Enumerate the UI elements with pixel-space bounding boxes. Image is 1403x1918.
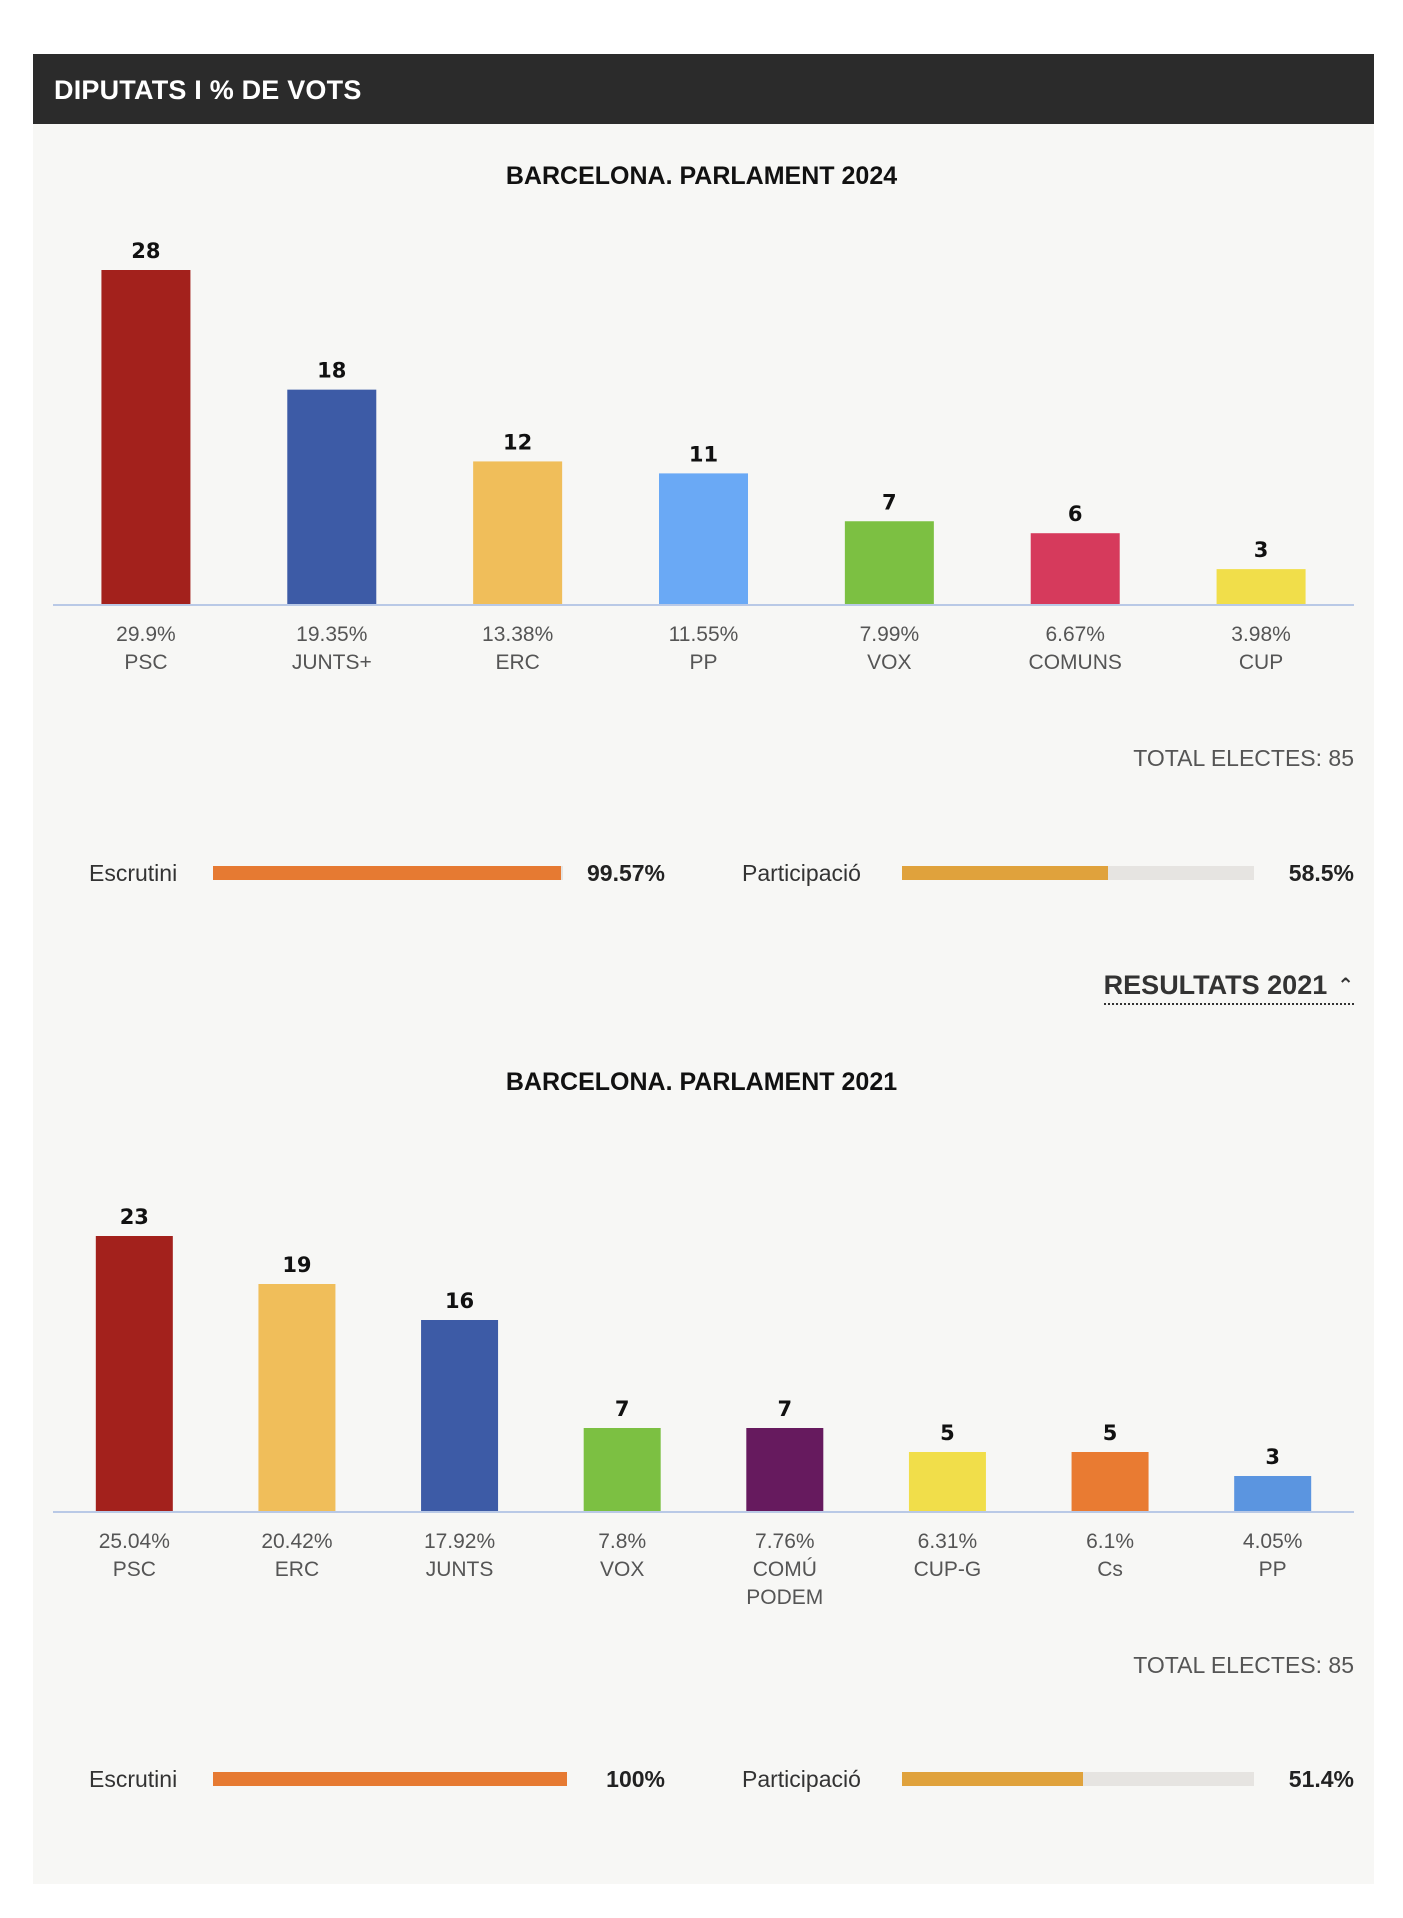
bar-erc[interactable]	[258, 1284, 336, 1512]
bar-cup[interactable]	[1216, 569, 1306, 605]
party-name-label: Cs	[1097, 1558, 1123, 1581]
bar-pp[interactable]	[1234, 1476, 1312, 1512]
bar-vox[interactable]	[844, 521, 934, 605]
escrutini-label-2021: Escrutini	[89, 1766, 178, 1792]
participacio-value-2024: 58.5%	[1288, 860, 1354, 886]
seat-count-label: 19	[282, 1253, 311, 1277]
vote-percent-label: 20.42%	[261, 1530, 332, 1553]
escrutini-value-2024: 99.57%	[586, 860, 665, 886]
escrutini-bar-2021	[213, 1772, 567, 1786]
seat-count-label: 16	[445, 1289, 474, 1313]
party-name-label: ERC	[275, 1558, 319, 1581]
party-name-label: COMÚ	[753, 1558, 817, 1581]
bar-cs[interactable]	[1071, 1452, 1149, 1512]
participacio-fill-2024	[902, 866, 1108, 880]
escrutini-fill-2024	[213, 866, 562, 880]
vote-percent-label: 29.9%	[116, 623, 176, 646]
vote-percent-label: 25.04%	[99, 1530, 170, 1553]
seat-count-label: 3	[1254, 538, 1269, 562]
toggle-label: RESULTATS 2021	[1103, 970, 1328, 1000]
participacio-value-2021: 51.4%	[1288, 1766, 1354, 1792]
bar-erc[interactable]	[473, 461, 563, 605]
chart-title-2021: BARCELONA. PARLAMENT 2021	[505, 1068, 898, 1096]
vote-percent-label: 13.38%	[482, 623, 553, 646]
seat-count-label: 23	[120, 1205, 149, 1229]
bar-com-podem[interactable]	[746, 1428, 824, 1512]
vote-percent-label: 17.92%	[424, 1530, 495, 1553]
seat-count-label: 11	[689, 442, 718, 466]
header-title: DIPUTATS I % DE VOTS	[54, 75, 362, 105]
participacio-fill-2021	[902, 1772, 1083, 1786]
bar-junts-[interactable]	[287, 389, 377, 605]
seat-count-label: 28	[131, 239, 160, 263]
party-name-label: CUP-G	[914, 1558, 982, 1581]
participacio-label-2024: Participació	[742, 860, 861, 886]
vote-percent-label: 7.99%	[860, 623, 920, 646]
resultats-2021-toggle[interactable]: RESULTATS 2021 ⌃	[1103, 970, 1354, 1005]
participacio-bar-2024	[902, 866, 1254, 880]
seat-count-label: 7	[882, 490, 897, 514]
party-name-label: PSC	[124, 651, 167, 674]
bar-pp[interactable]	[659, 473, 748, 605]
escrutini-value-2021: 100%	[606, 1766, 665, 1792]
vote-percent-label: 7.76%	[755, 1530, 815, 1553]
participacio-label-2021: Participació	[742, 1766, 861, 1792]
total-electes-2024: TOTAL ELECTES: 85	[1133, 745, 1354, 771]
seat-count-label: 5	[940, 1421, 955, 1445]
bar-comuns[interactable]	[1030, 533, 1120, 605]
seat-count-label: 7	[615, 1397, 630, 1421]
seat-count-label: 7	[778, 1397, 793, 1421]
party-name-label: JUNTS	[426, 1558, 494, 1581]
chart-title-2024: BARCELONA. PARLAMENT 2024	[505, 162, 898, 190]
bar-junts[interactable]	[421, 1320, 499, 1512]
vote-percent-label: 7.8%	[598, 1530, 646, 1553]
party-name-label: PP	[1259, 1558, 1287, 1581]
party-name-label: PODEM	[746, 1586, 823, 1609]
party-name-label: JUNTS+	[292, 651, 372, 674]
seat-count-label: 12	[503, 430, 532, 454]
party-name-label: VOX	[600, 1558, 644, 1581]
escrutini-fill-2021	[213, 1772, 567, 1786]
chevron-up-icon: ⌃	[1337, 975, 1354, 997]
seat-count-label: 5	[1103, 1421, 1118, 1445]
party-name-label: ERC	[495, 651, 539, 674]
bar-psc[interactable]	[95, 1236, 173, 1512]
escrutini-bar-2024	[213, 866, 563, 880]
bar-chart-2021: 23 25.04% PSC 19 20.42% ERC 16 17.92% JUNTS 7 7.8%…	[53, 1205, 1354, 1609]
bar-vox[interactable]	[583, 1428, 661, 1512]
header-bar: DIPUTATS I % DE VOTS	[33, 54, 1374, 124]
party-name-label: PSC	[113, 1558, 156, 1581]
party-name-label: VOX	[867, 651, 911, 674]
escrutini-label-2024: Escrutini	[89, 860, 178, 886]
party-name-label: COMUNS	[1029, 651, 1122, 674]
bar-psc[interactable]	[101, 270, 191, 605]
participacio-bar-2021	[902, 1772, 1254, 1786]
total-electes-2021: TOTAL ELECTES: 85	[1133, 1652, 1354, 1678]
bar-chart-2024: 28 29.9% PSC 18 19.35% JUNTS+ 12 13.38% ERC 11 11.…	[53, 239, 1354, 674]
vote-percent-label: 3.98%	[1231, 623, 1291, 646]
seat-count-label: 6	[1068, 502, 1083, 526]
vote-percent-label: 19.35%	[296, 623, 367, 646]
vote-percent-label: 4.05%	[1243, 1530, 1303, 1553]
vote-percent-label: 6.31%	[918, 1530, 978, 1553]
vote-percent-label: 11.55%	[669, 623, 739, 646]
vote-percent-label: 6.1%	[1086, 1530, 1134, 1553]
party-name-label: PP	[689, 651, 717, 674]
seat-count-label: 3	[1265, 1445, 1280, 1469]
vote-percent-label: 6.67%	[1045, 623, 1105, 646]
bar-cup-g[interactable]	[908, 1452, 986, 1512]
party-name-label: CUP	[1239, 651, 1283, 674]
seat-count-label: 18	[317, 359, 346, 383]
